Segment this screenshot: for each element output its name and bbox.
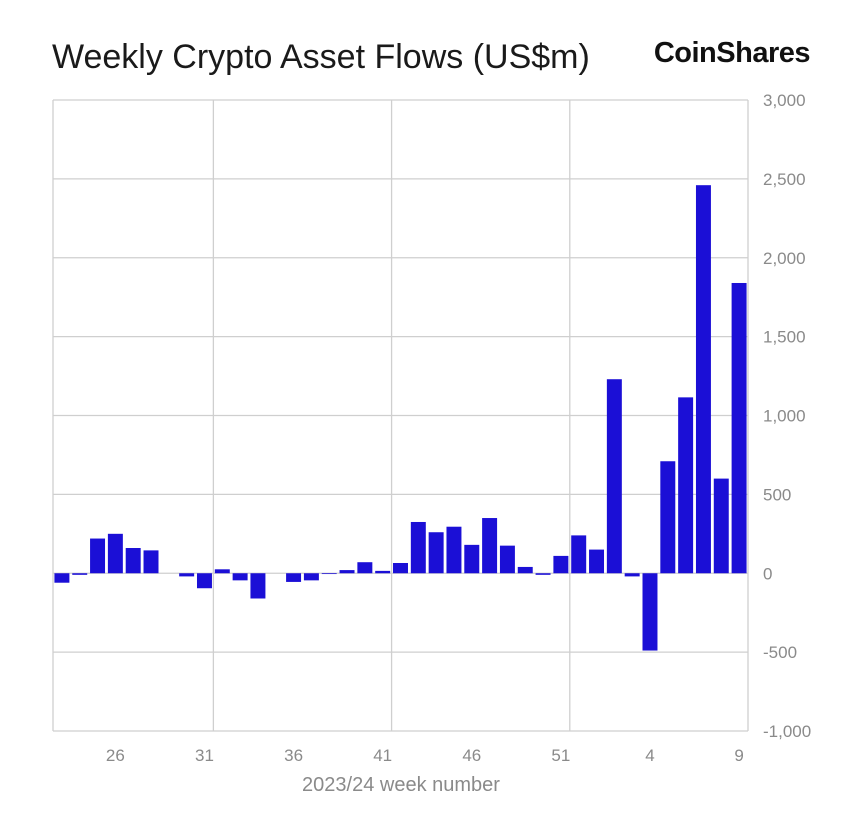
y-tick-labels: -1,000 -500 0 500 1,000 1,500 2,000 2,500 3,000 bbox=[763, 91, 811, 741]
bar-week-49 bbox=[517, 566, 533, 574]
y-tick-label: 500 bbox=[763, 485, 791, 504]
y-tick-label: 0 bbox=[763, 564, 772, 583]
x-tick-label: 9 bbox=[734, 746, 743, 765]
y-tick-label: 2,500 bbox=[763, 170, 806, 189]
bar-week-52 bbox=[571, 535, 587, 574]
bar-week-39 bbox=[339, 570, 355, 574]
bar-week-37 bbox=[303, 573, 319, 581]
bar-week-28 bbox=[143, 550, 159, 574]
bar-week-6 bbox=[678, 397, 694, 574]
y-tick-label: 2,000 bbox=[763, 249, 806, 268]
bar-week-36 bbox=[286, 573, 302, 582]
bar-week-51 bbox=[553, 555, 569, 574]
grid bbox=[52, 99, 749, 732]
bar-week-33 bbox=[232, 573, 248, 581]
x-axis-label: 2023/24 week number bbox=[302, 774, 500, 796]
y-tick-label: -500 bbox=[763, 643, 797, 662]
bar-week-1 bbox=[589, 549, 605, 574]
bar-week-45 bbox=[446, 526, 462, 574]
bar-week-30 bbox=[179, 573, 195, 577]
bar-week-4 bbox=[642, 573, 658, 651]
bar-week-38 bbox=[321, 573, 337, 575]
bar-week-50 bbox=[535, 573, 551, 575]
bar-week-25 bbox=[90, 538, 106, 574]
bar-week-41 bbox=[375, 570, 391, 574]
bar-week-43 bbox=[410, 521, 426, 574]
bar-week-26 bbox=[107, 533, 123, 574]
brand-logo: CoinShares bbox=[653, 37, 811, 69]
bar-week-31 bbox=[196, 573, 212, 589]
x-tick-label: 31 bbox=[195, 746, 214, 765]
y-tick-label: -1,000 bbox=[763, 722, 811, 741]
bar-week-5 bbox=[660, 461, 676, 574]
bar-week-23 bbox=[54, 573, 70, 583]
bar-week-9 bbox=[731, 282, 747, 574]
bar-week-3 bbox=[624, 573, 640, 577]
x-tick-labels: 26 31 36 41 46 51 4 9 bbox=[106, 746, 744, 765]
bar-week-44 bbox=[428, 532, 444, 574]
y-tick-label: 1,500 bbox=[763, 328, 806, 347]
x-tick-label: 41 bbox=[373, 746, 392, 765]
bar-week-27 bbox=[125, 548, 141, 574]
x-tick-label: 46 bbox=[462, 746, 481, 765]
bar-week-48 bbox=[499, 545, 515, 574]
y-tick-label: 1,000 bbox=[763, 407, 806, 426]
bar-week-42 bbox=[393, 562, 408, 574]
bar-week-7 bbox=[695, 185, 711, 574]
bar-week-34 bbox=[250, 573, 266, 599]
bar-week-46 bbox=[464, 544, 480, 574]
bar-week-2 bbox=[606, 379, 622, 574]
x-tick-label: 26 bbox=[106, 746, 125, 765]
bar-week-40 bbox=[357, 562, 373, 574]
x-tick-label: 36 bbox=[284, 746, 303, 765]
x-tick-label: 4 bbox=[645, 746, 654, 765]
x-tick-label: 51 bbox=[551, 746, 570, 765]
chart-title: Weekly Crypto Asset Flows (US$m) bbox=[52, 38, 590, 76]
bar-week-24 bbox=[72, 573, 88, 575]
y-tick-label: 3,000 bbox=[763, 91, 806, 110]
bar-week-8 bbox=[713, 478, 729, 574]
bars bbox=[54, 185, 747, 651]
bar-week-47 bbox=[482, 518, 498, 574]
bar-week-32 bbox=[214, 569, 230, 574]
